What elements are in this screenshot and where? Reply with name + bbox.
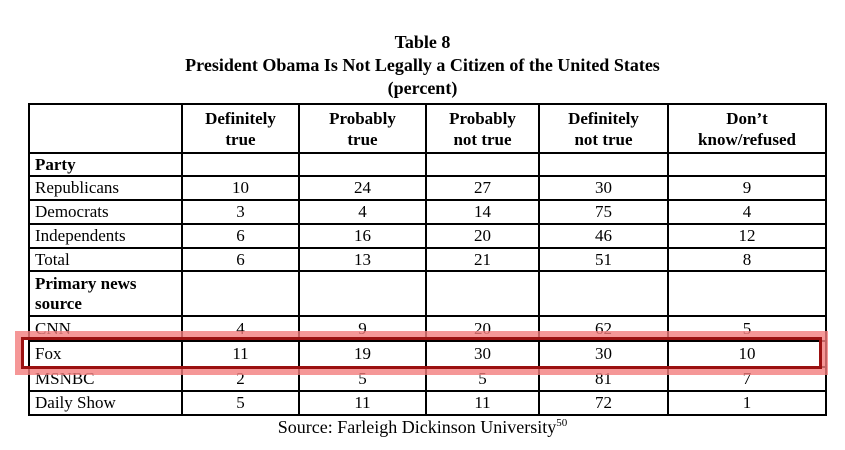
row-label: Daily Show — [28, 390, 183, 416]
title-line-1: Table 8 — [394, 32, 451, 52]
cell-value: 7 — [667, 366, 827, 392]
cell-value: 30 — [425, 340, 540, 368]
cell-value: 5 — [425, 366, 540, 392]
cell-value — [538, 152, 669, 177]
cell-value: 11 — [181, 340, 300, 368]
cell-value: 11 — [298, 390, 427, 416]
column-header-empty — [28, 103, 183, 154]
cell-value: 21 — [425, 247, 540, 272]
cell-value: 27 — [425, 175, 540, 201]
row-label: Republicans — [28, 175, 183, 201]
cell-value: 10 — [181, 175, 300, 201]
cell-value — [667, 270, 827, 317]
table-row-daily-show: Daily Show 5 11 11 72 1 — [28, 390, 827, 416]
cell-value: 3 — [181, 199, 300, 225]
cell-value: 8 — [667, 247, 827, 272]
data-table: Definitely true Probably true Probably n… — [28, 103, 827, 416]
table-row-fox-highlighted: Fox 11 19 30 30 10 — [28, 340, 827, 368]
cell-value — [538, 270, 669, 317]
table-row-total: Total 6 13 21 51 8 — [28, 247, 827, 272]
cell-value: 9 — [667, 175, 827, 201]
row-label: Fox — [28, 340, 183, 368]
table-row-republicans: Republicans 10 24 27 30 9 — [28, 175, 827, 201]
row-label: Independents — [28, 223, 183, 249]
cell-value: 2 — [181, 366, 300, 392]
table-row-msnbc: MSNBC 2 5 5 81 7 — [28, 366, 827, 392]
cell-value: 46 — [538, 223, 669, 249]
cell-value: 20 — [425, 315, 540, 342]
source-superscript: 50 — [556, 417, 568, 429]
cell-value — [425, 152, 540, 177]
cell-value — [298, 270, 427, 317]
cell-value: 16 — [298, 223, 427, 249]
cell-value: 14 — [425, 199, 540, 225]
cell-value: 6 — [181, 247, 300, 272]
source-text: Source: Farleigh Dickinson University — [277, 417, 557, 437]
header-row: Definitely true Probably true Probably n… — [28, 103, 827, 154]
cell-value: 4 — [667, 199, 827, 225]
cell-value: 30 — [538, 175, 669, 201]
cell-value — [425, 270, 540, 317]
title-line-3: (percent) — [387, 78, 458, 98]
cell-value: 10 — [667, 340, 827, 368]
column-header-dont-know: Don’t know/refused — [667, 103, 827, 154]
column-header-probably-not-true: Probably not true — [425, 103, 540, 154]
cell-value: 1 — [667, 390, 827, 416]
cell-value — [181, 270, 300, 317]
cell-value: 30 — [538, 340, 669, 368]
title-line-2: President Obama Is Not Legally a Citizen… — [185, 55, 660, 75]
table-row-democrats: Democrats 3 4 14 75 4 — [28, 199, 827, 225]
row-label: CNN — [28, 315, 183, 342]
cell-value — [667, 152, 827, 177]
column-header-definitely-not-true: Definitely not true — [538, 103, 669, 154]
section-row-primary-news-source: Primary news source — [28, 270, 827, 317]
source-line: Source: Farleigh Dickinson University50 — [0, 417, 845, 438]
cell-value — [298, 152, 427, 177]
table-row-independents: Independents 6 16 20 46 12 — [28, 223, 827, 249]
cell-value: 12 — [667, 223, 827, 249]
section-row-party: Party — [28, 152, 827, 177]
row-label: Democrats — [28, 199, 183, 225]
cell-value: 6 — [181, 223, 300, 249]
cell-value: 4 — [298, 199, 427, 225]
cell-value: 62 — [538, 315, 669, 342]
row-label: Primary news source — [28, 270, 183, 317]
table-row-cnn: CNN 4 9 20 62 5 — [28, 315, 827, 342]
row-label: MSNBC — [28, 366, 183, 392]
cell-value — [181, 152, 300, 177]
cell-value: 20 — [425, 223, 540, 249]
cell-value: 13 — [298, 247, 427, 272]
table-title: Table 8 President Obama Is Not Legally a… — [0, 31, 845, 100]
cell-value: 9 — [298, 315, 427, 342]
row-label: Party — [28, 152, 183, 177]
row-label: Total — [28, 247, 183, 272]
cell-value: 5 — [181, 390, 300, 416]
cell-value: 24 — [298, 175, 427, 201]
cell-value: 72 — [538, 390, 669, 416]
cell-value: 11 — [425, 390, 540, 416]
cell-value: 75 — [538, 199, 669, 225]
column-header-definitely-true: Definitely true — [181, 103, 300, 154]
cell-value: 5 — [298, 366, 427, 392]
cell-value: 81 — [538, 366, 669, 392]
cell-value: 4 — [181, 315, 300, 342]
column-header-probably-true: Probably true — [298, 103, 427, 154]
cell-value: 51 — [538, 247, 669, 272]
cell-value: 5 — [667, 315, 827, 342]
cell-value: 19 — [298, 340, 427, 368]
